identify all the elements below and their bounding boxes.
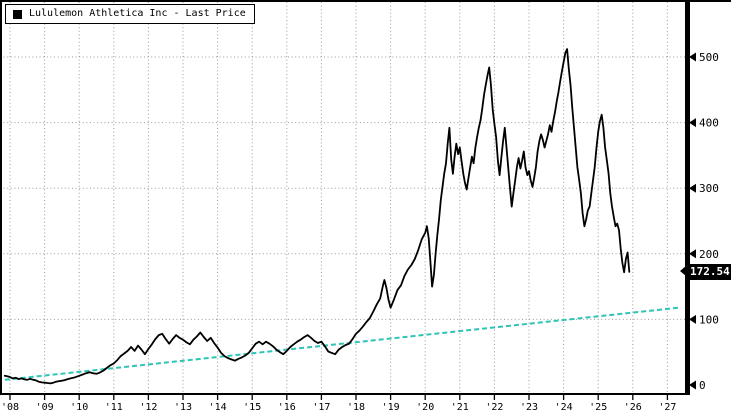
x-tick-label: '26 xyxy=(624,402,642,413)
x-tick-label: '15 xyxy=(243,402,261,413)
y-tick-label: 100 xyxy=(699,313,719,326)
y-tick-arrow-icon xyxy=(689,52,696,62)
price-line xyxy=(3,48,631,385)
y-tick-arrow-icon xyxy=(689,380,696,390)
last-price-value: 172.54 xyxy=(690,264,730,278)
frame-top xyxy=(0,0,731,2)
price-pointer-icon xyxy=(680,265,686,276)
x-tick-label: '11 xyxy=(105,402,123,413)
y-tick-arrow-icon xyxy=(689,314,696,324)
x-tick-label: '24 xyxy=(555,402,573,413)
x-tick-label: '20 xyxy=(416,402,434,413)
x-tick-label: '22 xyxy=(485,402,503,413)
legend-label: Lululemon Athletica Inc - Last Price xyxy=(29,8,246,19)
x-tick-label: '14 xyxy=(209,402,227,413)
y-tick-label: 500 xyxy=(699,51,719,64)
y-tick-arrow-icon xyxy=(689,249,696,259)
x-tick-label: '13 xyxy=(174,402,192,413)
x-tick-label: '08 xyxy=(1,402,19,413)
x-tick-label: '09 xyxy=(36,402,54,413)
y-tick-arrow-icon xyxy=(689,118,696,128)
y-tick-label: 300 xyxy=(699,182,719,195)
y-tick-label: 200 xyxy=(699,248,719,261)
x-tick-label: '10 xyxy=(70,402,88,413)
y-tick-label: 400 xyxy=(699,117,719,130)
x-tick-label: '17 xyxy=(312,402,330,413)
legend[interactable]: Lululemon Athletica Inc - Last Price xyxy=(5,4,255,24)
x-tick-label: '21 xyxy=(451,402,469,413)
y-tick-arrow-icon xyxy=(689,183,696,193)
x-tick-label: '18 xyxy=(347,402,365,413)
y-tick-label: 0 xyxy=(699,379,706,392)
x-tick-label: '25 xyxy=(589,402,607,413)
legend-swatch-icon xyxy=(13,9,22,19)
right-axis xyxy=(685,0,690,395)
last-price-label: 172.54 xyxy=(680,263,731,280)
x-tick-label: '19 xyxy=(382,402,400,413)
x-tick-label: '23 xyxy=(520,402,538,413)
x-tick-label: '12 xyxy=(139,402,157,413)
frame-left xyxy=(0,0,2,393)
bottom-axis xyxy=(0,393,690,395)
x-tick-label: '27 xyxy=(658,402,676,413)
x-tick-label: '16 xyxy=(278,402,296,413)
trend-line xyxy=(4,306,680,381)
